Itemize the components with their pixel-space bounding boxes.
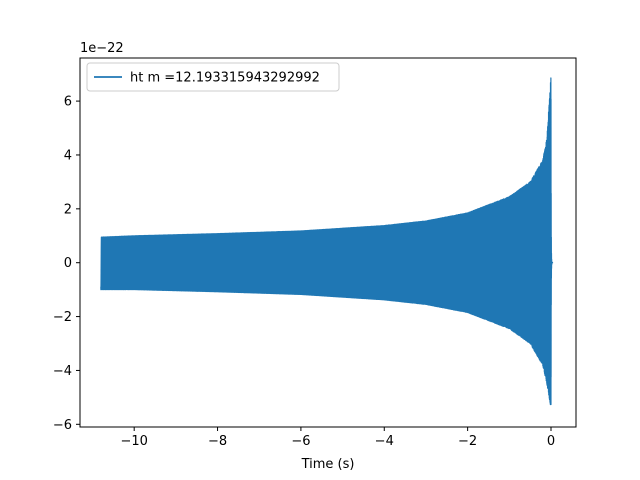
y-offset-label: 1e−22 (80, 41, 124, 56)
y-tick-label: 6 (64, 95, 72, 110)
y-axis: −6 −4 −2 0 2 4 6 (53, 95, 80, 433)
legend-box (86, 62, 340, 92)
x-tick-label: −6 (291, 434, 310, 449)
plot-area (100, 77, 554, 406)
y-tick-label: 0 (64, 256, 72, 271)
x-tick-label: −10 (120, 434, 147, 449)
legend: ht m =12.193315943292992 (86, 62, 340, 92)
x-axis: −10 −8 −6 −4 −2 0 (120, 427, 555, 449)
x-tick-label: 0 (547, 434, 555, 449)
y-tick-label: −4 (53, 364, 72, 379)
x-axis-label: Time (s) (301, 457, 355, 472)
y-tick-label: −6 (53, 418, 72, 433)
series-line (100, 77, 554, 406)
x-tick-label: −2 (458, 434, 477, 449)
axes-frame (79, 57, 577, 428)
legend-entry: ht m =12.193315943292992 (130, 71, 320, 86)
x-tick-label: −8 (208, 434, 227, 449)
y-tick-label: 4 (64, 148, 72, 163)
y-tick-label: −2 (53, 310, 72, 325)
x-tick-label: −4 (375, 434, 394, 449)
y-tick-label: 2 (64, 202, 72, 217)
